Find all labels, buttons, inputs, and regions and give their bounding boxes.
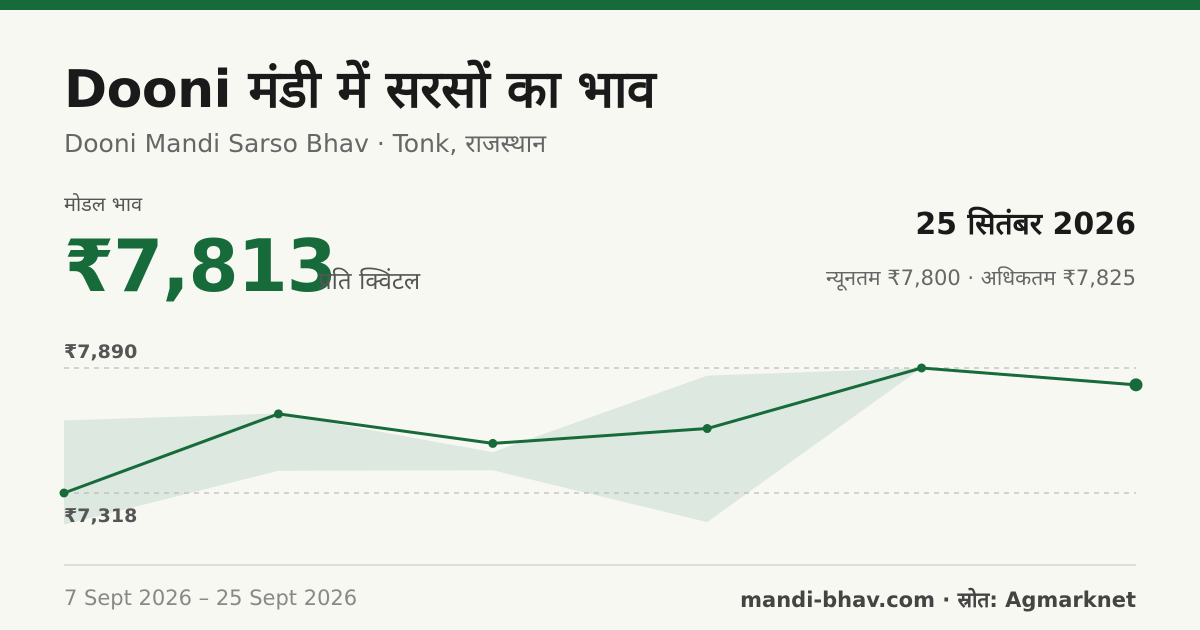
top-accent-bar — [0, 0, 1200, 10]
page-title: Dooni मंडी में सरसों का भाव — [64, 60, 656, 120]
price-range-band — [64, 368, 1136, 525]
min-max-range: न्यूनतम ₹7,800 · अधिकतम ₹7,825 — [826, 266, 1136, 290]
price-date: 25 सितंबर 2026 — [915, 207, 1136, 242]
model-price-label: मोडल भाव — [64, 192, 143, 216]
guide-label-low: ₹7,318 — [64, 505, 137, 527]
data-point — [273, 409, 283, 419]
price-unit: प्रति क्विंटल — [318, 267, 421, 295]
data-point — [1129, 378, 1143, 392]
model-price-value: ₹7,813 — [64, 224, 337, 308]
data-point — [702, 424, 712, 434]
data-point — [917, 363, 927, 373]
data-point — [488, 438, 498, 448]
data-point — [59, 488, 69, 498]
price-series-line — [62, 366, 1138, 495]
page-subtitle: Dooni Mandi Sarso Bhav · Tonk, राजस्थान — [64, 129, 547, 158]
footer-source: mandi-bhav.com · स्रोत: Agmarknet — [740, 588, 1136, 612]
footer-date-range: 7 Sept 2026 – 25 Sept 2026 — [64, 586, 358, 610]
price-trend-chart: ₹7,890 ₹7,318 — [59, 341, 1143, 566]
guide-label-high: ₹7,890 — [64, 341, 137, 363]
